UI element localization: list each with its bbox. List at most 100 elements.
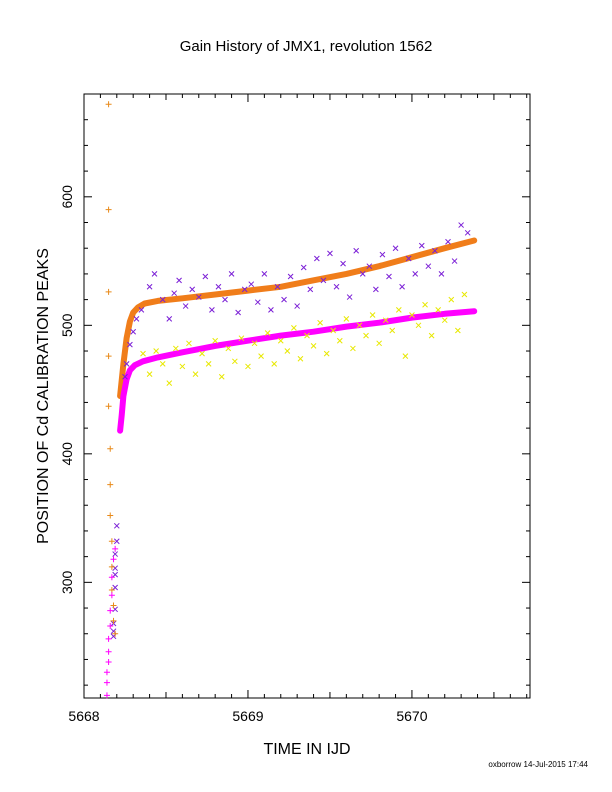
data-point	[107, 623, 114, 630]
data-point	[103, 692, 110, 699]
data-point	[225, 345, 232, 352]
data-point	[373, 286, 379, 293]
data-point	[386, 273, 392, 280]
data-point	[108, 563, 115, 570]
y-tick-label: 500	[59, 313, 75, 337]
data-point	[405, 255, 412, 262]
data-point	[317, 319, 323, 326]
data-point	[151, 271, 158, 277]
x-tick-label: 5669	[232, 708, 263, 724]
data-point	[133, 316, 140, 322]
y-tick-label: 600	[59, 185, 75, 209]
data-point	[264, 330, 271, 336]
data-point	[218, 373, 225, 380]
data-point	[112, 584, 119, 591]
data-point	[108, 538, 115, 545]
data-point	[399, 283, 405, 290]
data-point	[461, 291, 468, 298]
data-point	[458, 222, 464, 228]
data-point	[300, 264, 307, 271]
x-axis-label: TIME IN IJD	[263, 741, 350, 758]
x-tick-label: 5668	[68, 708, 99, 724]
data-point	[369, 312, 376, 318]
data-point	[231, 358, 238, 365]
data-point	[202, 273, 209, 280]
data-point	[108, 592, 115, 599]
data-point	[107, 512, 114, 519]
data-point	[271, 361, 278, 367]
data-point	[105, 206, 112, 213]
data-point	[235, 309, 241, 316]
data-point	[451, 258, 458, 264]
data-point	[179, 363, 186, 370]
data-point	[110, 556, 117, 563]
chart-title: Gain History of JMX1, revolution 1562	[180, 38, 433, 55]
data-point	[105, 635, 112, 642]
data-point	[105, 403, 112, 410]
data-point	[105, 659, 112, 666]
data-point	[138, 307, 145, 313]
data-point	[166, 316, 173, 322]
data-point	[105, 288, 112, 295]
data-point	[274, 283, 281, 290]
data-point	[182, 303, 189, 309]
data-point	[103, 669, 110, 676]
data-point	[412, 271, 419, 277]
data-point	[261, 271, 268, 277]
y-tick-label: 300	[59, 570, 75, 594]
data-point	[254, 299, 261, 306]
data-point	[353, 247, 360, 254]
data-point	[350, 345, 356, 352]
data-point	[346, 294, 353, 300]
footer-credit: oxborrow 14-Jul-2015 17:44	[488, 760, 588, 769]
data-point	[127, 341, 133, 348]
data-point	[376, 340, 383, 347]
data-point	[245, 363, 251, 370]
data-point	[140, 350, 146, 357]
data-point	[422, 301, 428, 308]
data-point	[171, 290, 178, 297]
data-point	[425, 263, 432, 270]
y-tick-label: 400	[59, 442, 75, 466]
data-point	[418, 242, 425, 249]
data-point	[363, 332, 369, 339]
data-point	[340, 260, 346, 267]
data-point	[359, 271, 366, 277]
data-point	[284, 348, 291, 354]
data-point	[122, 373, 128, 380]
data-point	[454, 327, 461, 334]
data-point	[107, 481, 114, 488]
data-point	[113, 522, 120, 529]
data-point	[435, 307, 442, 313]
data-point	[166, 380, 173, 387]
data-point	[258, 353, 264, 360]
data-point	[448, 296, 455, 303]
data-point	[441, 317, 448, 324]
data-point	[199, 350, 205, 357]
data-point	[464, 229, 471, 236]
data-point	[356, 322, 363, 329]
data-point	[310, 343, 317, 349]
plot-frame	[83, 93, 531, 699]
data-point	[445, 238, 451, 245]
data-point	[107, 445, 114, 452]
data-point	[146, 283, 153, 290]
data-point	[103, 679, 110, 686]
data-point	[241, 286, 248, 293]
data-point	[108, 587, 115, 594]
data-point	[251, 340, 258, 347]
data-point	[392, 245, 399, 252]
data-point	[307, 286, 314, 293]
x-tick-label: 5670	[396, 708, 427, 724]
data-point	[159, 296, 166, 303]
axis-ticks: 300 400 500 600 5668 5669 5670	[59, 93, 530, 724]
data-point	[112, 630, 119, 637]
data-point	[123, 361, 130, 367]
data-point	[382, 317, 389, 324]
data-point	[153, 348, 160, 354]
data-point	[110, 602, 117, 609]
data-point	[212, 337, 219, 344]
data-point	[281, 296, 287, 303]
data-point	[297, 355, 304, 362]
data-layer	[103, 101, 478, 699]
